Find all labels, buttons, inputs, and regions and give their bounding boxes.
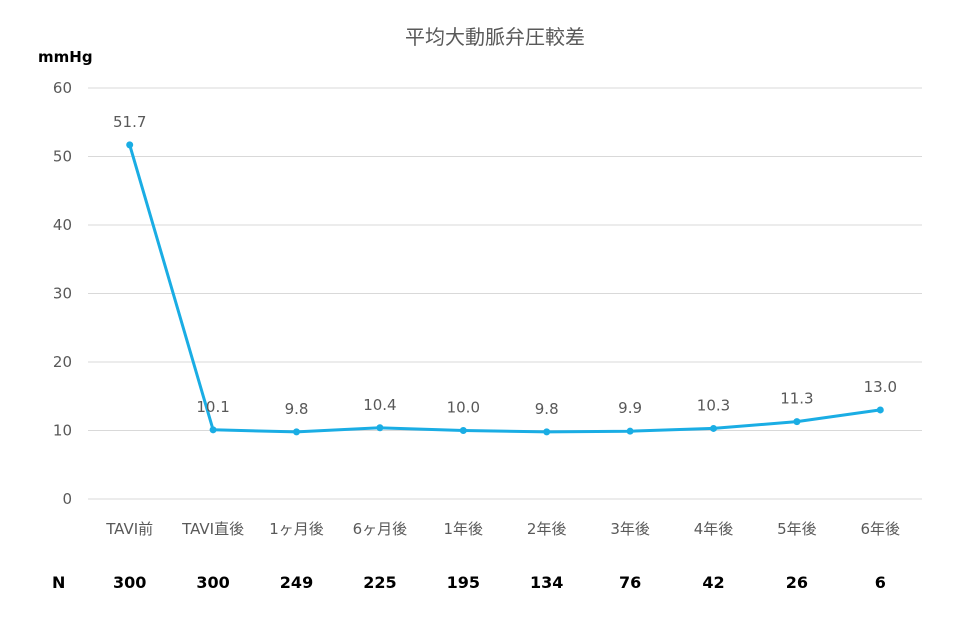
data-label: 10.0 (447, 399, 480, 417)
x-tick-label: 2年後 (527, 520, 567, 538)
data-point (376, 424, 384, 432)
x-axis-ticks: TAVI前 TAVI直後 1ヶ月後 6ヶ月後 1年後 2年後 3年後 4年後 5年後 6年後 (105, 520, 900, 538)
data-point (876, 406, 884, 414)
data-label: 10.4 (363, 396, 396, 414)
n-count-value: 225 (363, 573, 396, 592)
data-label: 10.3 (697, 396, 730, 414)
data-point (543, 428, 551, 436)
data-point (793, 418, 801, 426)
n-count-value: 134 (530, 573, 563, 592)
data-point (459, 427, 467, 434)
gridlines (88, 87, 922, 500)
y-tick-label: 20 (53, 353, 72, 371)
n-count-value: 42 (702, 573, 724, 592)
n-count-value: 76 (619, 573, 641, 592)
data-label: 9.9 (618, 399, 642, 417)
data-label: 9.8 (285, 400, 309, 418)
y-tick-label: 30 (53, 285, 72, 303)
chart-title: 平均大動脈弁圧較差 (405, 25, 585, 49)
n-count-value: 249 (280, 573, 313, 592)
x-tick-label: 6年後 (861, 520, 901, 538)
x-tick-label: 1年後 (444, 520, 484, 538)
y-tick-label: 40 (53, 216, 72, 234)
data-point (209, 426, 217, 434)
x-tick-label: 6ヶ月後 (353, 520, 408, 538)
x-tick-label: 4年後 (694, 520, 734, 538)
n-count-value: 300 (113, 573, 146, 592)
data-label: 51.7 (113, 113, 146, 131)
data-label: 10.1 (196, 398, 229, 416)
data-label: 11.3 (780, 390, 813, 408)
x-tick-label: 1ヶ月後 (269, 520, 324, 538)
n-count-value: 300 (196, 573, 229, 592)
series-line-path (128, 144, 881, 434)
data-point (293, 428, 300, 436)
y-axis-unit-label: mmHg (38, 48, 93, 66)
x-tick-label: TAVI直後 (181, 520, 244, 538)
y-tick-label: 10 (53, 422, 72, 440)
data-point (710, 424, 717, 432)
y-tick-label: 0 (62, 490, 72, 508)
n-count-value: 6 (875, 573, 886, 592)
data-point (126, 141, 134, 149)
n-count-value: 195 (447, 573, 480, 592)
data-point (626, 427, 634, 435)
x-tick-label: TAVI前 (105, 520, 153, 538)
n-row-values: 300 300 249 225 195 134 76 42 26 6 (113, 573, 886, 592)
data-labels: 51.7 10.1 9.8 10.4 10.0 9.8 9.9 10.3 11.3 13.0 (113, 113, 897, 418)
y-tick-label: 60 (53, 79, 72, 97)
x-tick-label: 3年後 (610, 520, 650, 538)
x-tick-label: 5年後 (777, 520, 817, 538)
data-label: 13.0 (864, 378, 897, 396)
n-count-value: 26 (786, 573, 808, 592)
data-label: 9.8 (535, 400, 559, 418)
y-axis-ticks: 0 10 20 30 40 50 60 (53, 79, 72, 508)
y-tick-label: 50 (53, 148, 72, 166)
series-line (126, 141, 884, 436)
n-row-label: N (52, 573, 65, 592)
